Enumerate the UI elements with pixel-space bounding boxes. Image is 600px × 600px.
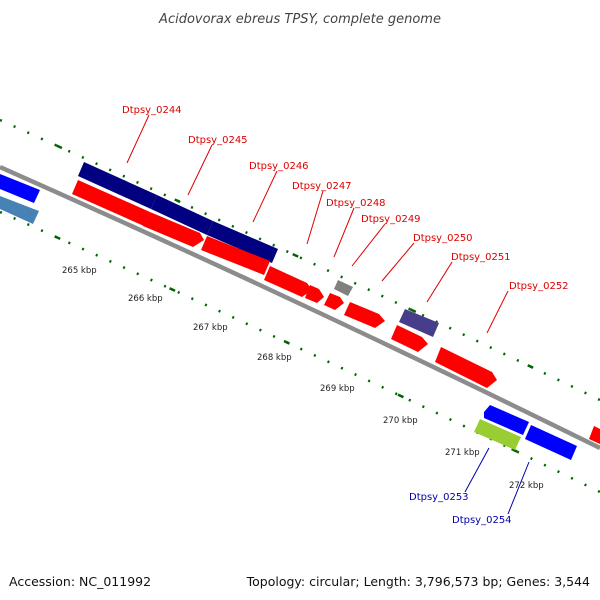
gene-label: Dtpsy_0246	[249, 161, 309, 172]
label-leader	[426, 261, 453, 303]
gene-red-0247b	[305, 285, 324, 303]
gene-purple-0251	[399, 309, 439, 337]
scale-label: 272 kbp	[509, 481, 544, 491]
map-title: Acidovorax ebreus TPSY, complete genome	[158, 12, 441, 27]
scale-label: 266 kbp	[128, 294, 163, 304]
gene-red-0248	[324, 293, 344, 310]
inner-tick-ring	[0, 210, 600, 494]
gene-label: Dtpsy_0252	[509, 281, 569, 292]
gene-label: Dtpsy_0250	[413, 233, 473, 244]
gene-navy-0245	[151, 195, 213, 235]
gene-navy-0244	[78, 162, 157, 209]
gene-red-0244	[72, 180, 150, 226]
gene-label: Dtpsy_0253	[409, 492, 469, 503]
inner-major-ticks	[0, 210, 600, 494]
gene-labels: Dtpsy_0244 Dtpsy_0245 Dtpsy_0246 Dtpsy_0…	[122, 105, 569, 526]
gene-label: Dtpsy_0244	[122, 105, 182, 116]
label-leader	[187, 144, 213, 196]
accession-text: Accession: NC_011992	[9, 574, 151, 589]
gene-blue-0253	[484, 405, 529, 435]
gene-red-edge	[589, 426, 600, 444]
gene-arrow-reverse	[0, 174, 40, 203]
label-leader	[126, 114, 150, 164]
scale-label: 270 kbp	[383, 416, 418, 426]
gene-label: Dtpsy_0247	[292, 181, 352, 192]
label-leader	[486, 290, 509, 334]
scale-label: 268 kbp	[257, 353, 292, 363]
gene-red-0249	[344, 302, 385, 328]
genome-summary-text: Topology: circular; Length: 3,796,573 bp…	[246, 574, 590, 589]
gene-blue-0254	[525, 425, 577, 460]
gene-red-0247a	[264, 266, 312, 297]
scale-label: 265 kbp	[62, 266, 97, 276]
scale-label: 267 kbp	[193, 323, 228, 333]
label-leader	[252, 170, 278, 223]
outer-tick-ring	[0, 118, 600, 402]
scale-labels: 265 kbp 266 kbp 267 kbp 268 kbp 269 kbp …	[62, 266, 544, 491]
gene-gray-0248	[334, 280, 353, 296]
gene-label: Dtpsy_0249	[361, 214, 421, 225]
gene-label: Dtpsy_0251	[451, 252, 511, 263]
scale-label: 271 kbp	[445, 448, 480, 458]
gene-red-0252	[435, 347, 497, 388]
gene-label: Dtpsy_0254	[452, 515, 512, 526]
gene-label: Dtpsy_0245	[188, 135, 248, 146]
gene-navy-0246	[207, 221, 278, 263]
gene-red-0246	[201, 236, 270, 275]
label-leader	[351, 223, 386, 267]
gene-green-0253	[474, 419, 521, 450]
gene-red-0245	[143, 212, 204, 247]
label-leader	[381, 242, 415, 282]
label-leader	[333, 207, 355, 258]
gene-label: Dtpsy_0248	[326, 198, 386, 209]
label-leader	[306, 190, 324, 245]
gene-arrow-reverse-steel	[0, 196, 39, 224]
gene-features	[0, 162, 600, 460]
genome-backbone	[0, 164, 600, 451]
scale-label: 269 kbp	[320, 384, 355, 394]
label-leader	[464, 447, 490, 493]
gene-red-0250	[391, 325, 428, 352]
label-leader	[507, 461, 530, 515]
